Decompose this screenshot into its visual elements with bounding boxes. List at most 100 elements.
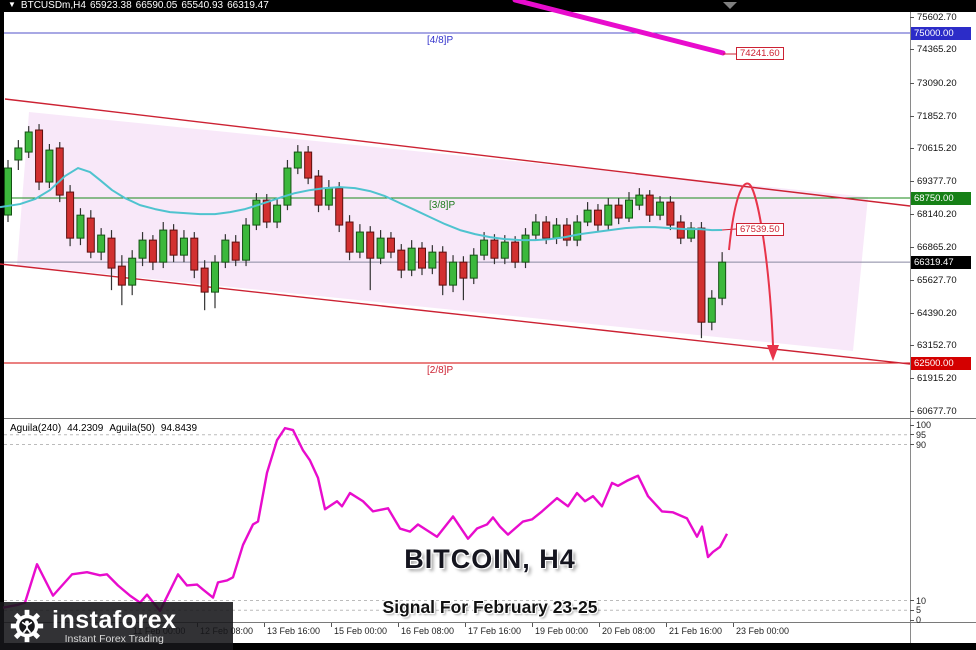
candle-body <box>397 249 406 271</box>
indicator-tick-label: 100 <box>916 420 932 430</box>
price-tick-label: 71852.70 <box>917 110 957 122</box>
murrey-level-label-4-8: [4/8]P <box>427 35 454 46</box>
ma-line <box>0 167 723 242</box>
channel-lower-line <box>0 263 911 365</box>
candle-body <box>335 187 344 226</box>
instaforex-logo: instaforex Instant Forex Trading <box>0 602 233 650</box>
time-tick-mark <box>733 623 734 627</box>
candle-body <box>676 221 685 239</box>
candle-body <box>604 204 613 226</box>
candle-body <box>231 241 240 261</box>
price-tick-label: 60677.70 <box>917 405 957 417</box>
candle-body <box>531 221 540 236</box>
indicator-name-1: Aguila(240) <box>10 423 62 434</box>
candle-body <box>345 221 354 253</box>
murrey-level-label-2-8: [2/8]P <box>427 365 454 376</box>
candle-body <box>593 209 602 226</box>
candle-body <box>449 261 458 286</box>
price-tick-label: 69377.70 <box>917 175 957 187</box>
watermark-title: BITCOIN, H4 <box>404 544 576 574</box>
candle-body <box>4 167 12 216</box>
price-tick-label: 73090.20 <box>917 77 957 89</box>
candle-body <box>687 227 696 239</box>
indicator-panel-separator[interactable] <box>4 418 976 419</box>
candle-body <box>645 194 654 216</box>
symbol-dropdown-icon[interactable]: ▼ <box>8 0 16 9</box>
indicator-tick-label: 95 <box>916 429 927 440</box>
candle-body <box>242 224 251 261</box>
candle-body <box>159 229 168 263</box>
time-tick-mark <box>331 623 332 627</box>
murrey-level-label-3-8: [3/8]P <box>429 200 456 211</box>
candle-body <box>200 267 209 293</box>
candle-body <box>376 237 385 259</box>
time-tick-label: 13 Feb 16:00 <box>267 626 321 636</box>
ohlc-open: 65923.38 <box>89 0 132 11</box>
time-tick-label: 23 Feb 00:00 <box>736 626 790 636</box>
price-tick-label: 63152.70 <box>917 340 957 352</box>
price-tick-label: 70615.20 <box>917 143 957 155</box>
candle-body <box>314 175 323 206</box>
time-tick-mark <box>599 623 600 627</box>
chart-title-bar: ▼ BTCUSDm,H4 65923.38 66590.05 65540.93 66319… <box>8 0 273 12</box>
candle-body <box>138 239 147 259</box>
candle-body <box>697 227 706 323</box>
time-tick-label: 17 Feb 16:00 <box>468 626 522 636</box>
ma-price-tag: 67539.50 <box>736 222 784 236</box>
candle-body <box>86 217 95 253</box>
candle-body <box>625 199 633 219</box>
candle-body <box>355 231 364 253</box>
candle-body <box>656 201 665 216</box>
candle-body <box>304 151 313 179</box>
candle-body <box>35 129 44 183</box>
logo-name: instaforex <box>52 605 177 634</box>
candle-body <box>469 254 478 279</box>
candle-body <box>66 191 75 239</box>
candle-body <box>293 151 302 169</box>
candle-body <box>521 234 530 263</box>
indicator-value-2: 94.8439 <box>160 423 198 434</box>
price-level-tag: 62500.00 <box>911 356 971 370</box>
time-tick-mark <box>465 623 466 627</box>
candle-body <box>542 221 551 239</box>
candle-body <box>169 229 178 256</box>
candle-body <box>480 239 489 256</box>
candle-body <box>262 199 271 223</box>
indicator-name-2: Aguila(50) <box>109 423 155 434</box>
gear-person-icon <box>10 609 44 643</box>
ohlc-high: 66590.05 <box>135 0 178 11</box>
candle-body <box>386 237 395 253</box>
price-level-tag: 68750.00 <box>911 191 971 205</box>
candle-body <box>718 261 727 299</box>
price-tick-label: 66865.20 <box>917 242 957 254</box>
candle-body <box>500 241 509 259</box>
candle-body <box>221 239 230 263</box>
indicator-tick-label: 0 <box>916 615 922 625</box>
candle-body <box>45 149 54 183</box>
candle-body <box>707 297 716 323</box>
candle-body <box>573 221 582 241</box>
candle-body <box>148 239 157 263</box>
price-tick-label: 61915.20 <box>917 372 957 384</box>
candle-body <box>666 201 675 226</box>
candle-body <box>97 234 106 253</box>
time-tick-mark <box>532 623 533 627</box>
candle-body <box>107 237 116 269</box>
time-tick-mark <box>398 623 399 627</box>
candle-body <box>128 257 137 286</box>
projection-arrow <box>728 182 774 346</box>
candle-body <box>418 247 426 269</box>
price-axis-separator[interactable] <box>910 12 911 643</box>
projection-arrow-head <box>767 345 779 361</box>
candle-body <box>459 261 468 279</box>
candle-body <box>76 214 85 239</box>
logo-tagline: Instant Forex Trading <box>64 632 164 645</box>
candle-body <box>252 199 261 226</box>
candle-body <box>190 237 199 271</box>
price-level-tag: 75000.00 <box>911 26 971 40</box>
window-border-left <box>0 0 4 650</box>
candle-body <box>366 231 375 259</box>
symbol-timeframe-label: BTCUSDm,H4 <box>20 0 86 11</box>
indicator-tick-label: 10 <box>916 595 927 606</box>
trendline-price-tag: 74241.60 <box>736 47 784 60</box>
